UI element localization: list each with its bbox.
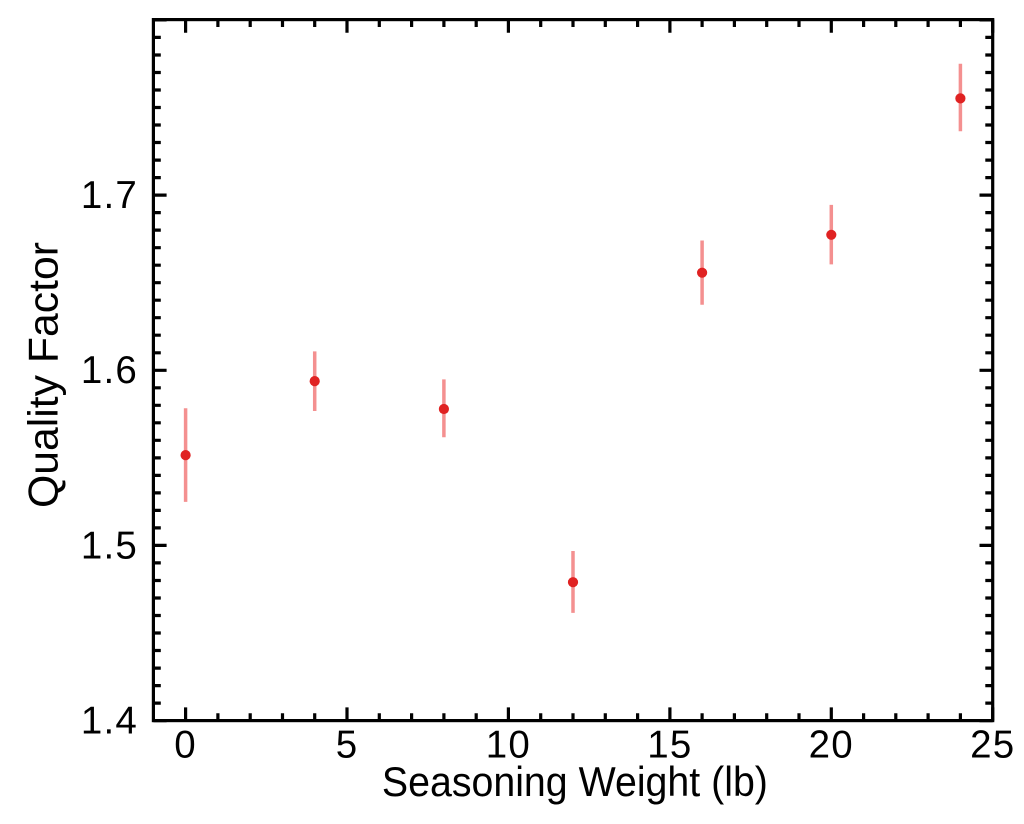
svg-text:1.5: 1.5 <box>81 524 138 567</box>
svg-text:Quality Factor: Quality Factor <box>20 242 67 508</box>
svg-text:25: 25 <box>970 724 1015 767</box>
svg-text:1.6: 1.6 <box>81 349 138 392</box>
svg-text:1.7: 1.7 <box>81 174 138 217</box>
svg-text:1.4: 1.4 <box>81 700 138 743</box>
svg-text:10: 10 <box>486 724 531 767</box>
svg-text:0: 0 <box>174 724 197 767</box>
svg-text:5: 5 <box>336 724 359 767</box>
svg-text:Seasoning Weight (lb): Seasoning Weight (lb) <box>382 758 768 805</box>
svg-text:20: 20 <box>809 724 854 767</box>
svg-text:15: 15 <box>647 724 692 767</box>
